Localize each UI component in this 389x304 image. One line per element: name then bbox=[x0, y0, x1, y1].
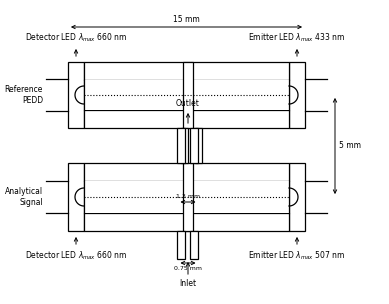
Text: Inlet: Inlet bbox=[179, 279, 196, 288]
Text: Analytical
Signal: Analytical Signal bbox=[5, 187, 43, 207]
Text: Emitter LED $\lambda_{max}$ 507 nm: Emitter LED $\lambda_{max}$ 507 nm bbox=[248, 249, 346, 261]
Bar bbox=[84, 181, 289, 213]
Bar bbox=[68, 163, 84, 231]
Bar bbox=[181, 128, 188, 163]
Text: Detector LED $\lambda_{max}$ 660 nm: Detector LED $\lambda_{max}$ 660 nm bbox=[25, 32, 127, 44]
Text: 5 mm: 5 mm bbox=[339, 141, 361, 150]
Text: 15 mm: 15 mm bbox=[173, 15, 200, 24]
Text: Reference
PEDD: Reference PEDD bbox=[5, 85, 43, 105]
Bar bbox=[195, 128, 202, 163]
Bar bbox=[84, 110, 289, 128]
Bar bbox=[68, 62, 84, 128]
Bar bbox=[177, 128, 186, 163]
Bar bbox=[84, 213, 289, 231]
Text: Emitter LED $\lambda_{max}$ 433 nm: Emitter LED $\lambda_{max}$ 433 nm bbox=[248, 32, 346, 44]
Bar bbox=[183, 163, 193, 231]
Bar bbox=[191, 231, 198, 259]
Text: 0.75 mm: 0.75 mm bbox=[174, 266, 202, 271]
Text: Outlet: Outlet bbox=[176, 99, 200, 108]
Bar bbox=[289, 62, 305, 128]
Bar bbox=[177, 231, 186, 259]
Bar bbox=[84, 80, 289, 110]
Text: Detector LED $\lambda_{max}$ 660 nm: Detector LED $\lambda_{max}$ 660 nm bbox=[25, 249, 127, 261]
Text: 1.3 mm: 1.3 mm bbox=[176, 194, 200, 199]
Bar bbox=[84, 62, 289, 80]
Bar bbox=[289, 163, 305, 231]
Bar bbox=[84, 163, 289, 181]
Bar bbox=[183, 62, 193, 128]
Bar bbox=[191, 128, 198, 163]
